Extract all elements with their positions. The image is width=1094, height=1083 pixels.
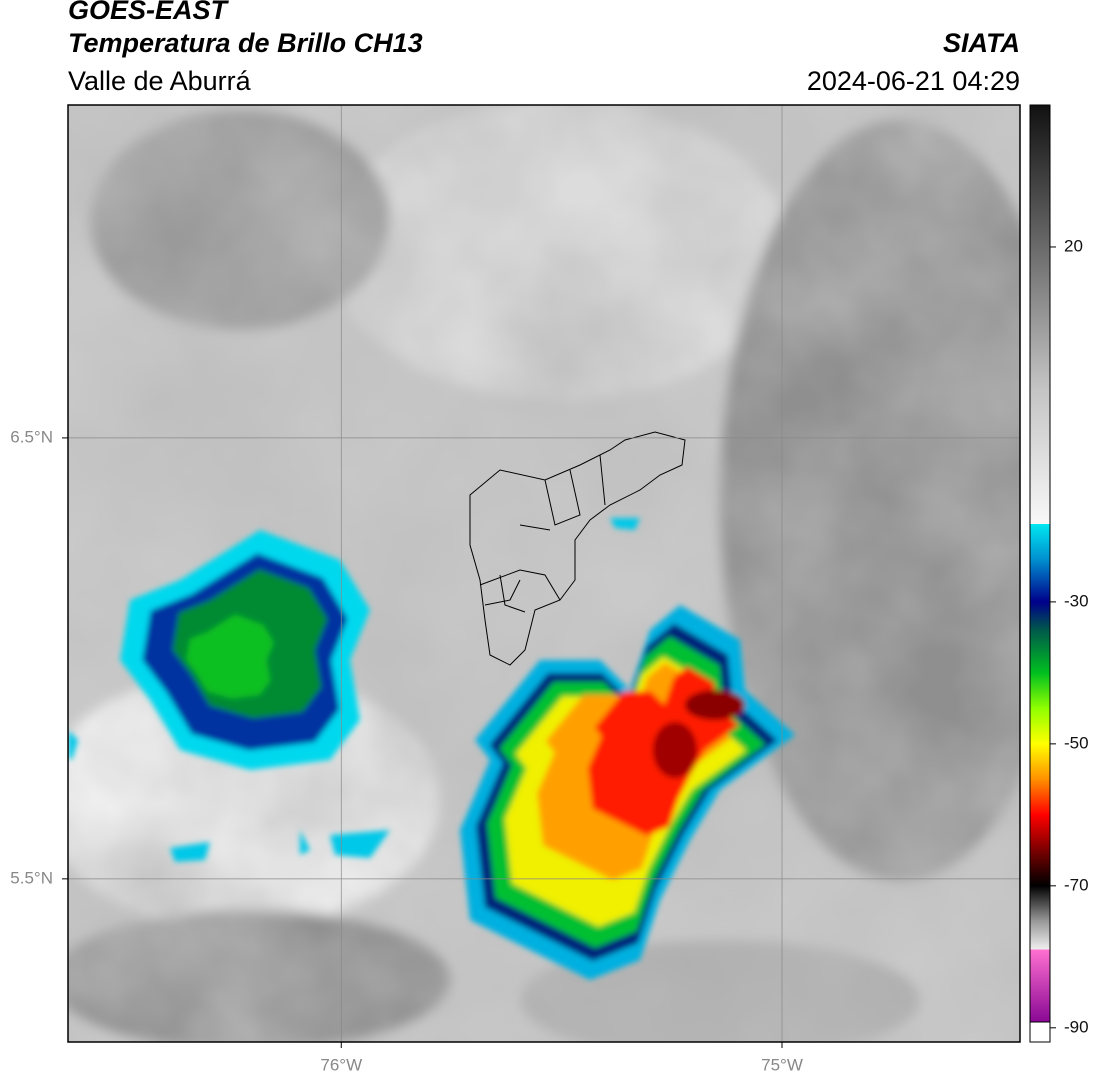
colorbar-scale [1029, 104, 1051, 1043]
source: SIATA [943, 28, 1020, 58]
subtitle: Temperatura de Brillo CH13 [68, 28, 423, 58]
colorbar-under [1029, 1021, 1051, 1043]
colorbar-tick-label: 20 [1064, 236, 1083, 255]
lat-tick-label: 6.5°N [10, 427, 53, 446]
graticule [68, 105, 1020, 1042]
title: GOES-EAST [68, 0, 230, 25]
lon-tick-label: 75°W [761, 1055, 803, 1074]
colorbar-tick-label: -70 [1064, 875, 1089, 894]
colorbar-tick-label: -90 [1064, 1017, 1089, 1036]
timestamp: 2024-06-21 04:29 [807, 66, 1020, 96]
map-frame [67, 104, 1021, 1043]
satellite-image [68, 105, 1020, 1042]
lat-tick-label: 5.5°N [10, 868, 53, 887]
municipal-boundaries [469, 431, 686, 666]
colorbar: 20 -30 -50 -70 -90 [1029, 104, 1089, 1043]
region: Valle de Aburrá [68, 66, 252, 96]
colorbar-tick-label: -30 [1064, 591, 1089, 610]
lon-tick-label: 76°W [320, 1055, 362, 1074]
colorbar-tick-label: -50 [1064, 733, 1089, 752]
